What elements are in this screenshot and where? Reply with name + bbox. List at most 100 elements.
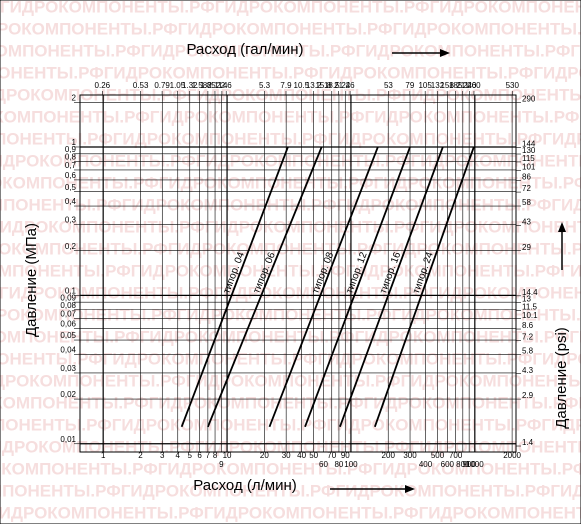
x2-tick-label: 185 <box>449 81 463 90</box>
watermark: ГИДРОКОМПОНЕНТЫ.РФ <box>0 173 159 192</box>
y2-tick-label: 72 <box>522 184 531 193</box>
y-tick-label: 0,1 <box>65 286 77 295</box>
watermark: ГИДРОКОМПОНЕНТЫ.РФ <box>318 349 533 368</box>
x2-tick-label: 21 <box>334 81 343 90</box>
watermark: ГИДРОКОМПОНЕНТЫ.РФ <box>551 195 581 214</box>
watermark: ГИДРОКОМПОНЕНТЫ.РФ <box>542 129 581 148</box>
watermark: ГИДРОКОМПОНЕНТЫ.РФ <box>158 459 373 478</box>
x-tick-label: 80 <box>334 460 343 469</box>
y2-tick-label: 43 <box>522 217 531 226</box>
watermark: ГИДРОКОМПОНЕНТЫ.РФ <box>550 481 581 500</box>
y-tick-label: 0,01 <box>60 435 76 444</box>
watermark: ГИДРОКОМПОНЕНТЫ.РФ <box>541 415 581 434</box>
y2-tick-label: 10.1 <box>522 311 538 320</box>
watermark: ГИДРОКОМПОНЕНТЫ.РФ <box>374 173 581 192</box>
x-tick-label: 800 <box>456 460 470 469</box>
x2-tick-label: 1.32 <box>182 81 198 90</box>
plot-area <box>79 94 517 453</box>
watermark: ГИДРОКОМПОНЕНТЫ.РФ <box>419 503 581 522</box>
watermark: ГИДРОКОМПОНЕНТЫ.РФ <box>159 173 374 192</box>
watermark: ГИДРОКОМПОНЕНТЫ.РФ <box>0 349 103 368</box>
watermark: ГИДРОКОМПОНЕНТЫ.РФ <box>570 41 581 60</box>
x-tick-label: 8 <box>213 451 218 460</box>
watermark: ГИДРОКОМПОНЕНТЫ.РФ <box>0 459 158 478</box>
x2-tick-label: 2.4 <box>216 81 228 90</box>
x2-tick-label: 158 <box>440 81 454 90</box>
watermark: ГИДРОКОМПОНЕНТЫ.РФ <box>186 371 401 390</box>
watermark: ГИДРОКОМПОНЕНТЫ.РФ <box>393 19 581 38</box>
watermark: ГИДРОКОМПОНЕНТЫ.РФ <box>149 393 364 412</box>
watermark: ГИДРОКОМПОНЕНТЫ.РФ <box>0 217 205 236</box>
x-tick-label: 7 <box>206 451 211 460</box>
watermark: ГИДРОКОМПОНЕНТЫ.РФ <box>373 459 581 478</box>
watermark: ГИДРОКОМПОНЕНТЫ.РФ <box>356 41 571 60</box>
x2-tick-label: 15.8 <box>315 81 331 90</box>
y2-tick-label: 290 <box>522 94 536 103</box>
x2-tick-label: 7.9 <box>280 81 292 90</box>
x-tick-label: 500 <box>431 451 445 460</box>
y2-tick-label: 29 <box>522 243 531 252</box>
y2-axis-title: Давление (psi) <box>553 327 570 429</box>
watermark: ГИДРОКОМПОНЕНТЫ.РФ <box>122 195 337 214</box>
x2-tick-label: 53 <box>384 81 393 90</box>
x-tick-label: 20 <box>260 451 269 460</box>
y-tick-label: 0,03 <box>60 364 76 373</box>
x-tick-label: 200 <box>382 451 396 460</box>
y-tick-label: 0,08 <box>60 301 76 310</box>
watermark: ГИДРОКОМПОНЕНТЫ.РФ <box>0 63 104 82</box>
x2-axis-title: Расход (гал/мин) <box>187 41 304 58</box>
watermark: ГИДРОКОМПОНЕНТЫ.РФ <box>0 371 186 390</box>
x2-tick-label: 24 <box>341 81 350 90</box>
y-tick-label: 0,07 <box>60 309 76 318</box>
x-tick-label: 100 <box>344 460 358 469</box>
watermark: ГИДРОКОМПОНЕНТЫ.РФ <box>336 481 551 500</box>
watermark: ГИДРОКОМПОНЕНТЫ.РФ <box>327 415 542 434</box>
y-tick-label: 0,6 <box>65 171 77 180</box>
y2-tick-label: 86 <box>522 173 531 182</box>
x2-tick-label: 1.58 <box>192 81 208 90</box>
x-tick-label: 2 <box>138 451 143 460</box>
y2-tick-label: 5.8 <box>522 347 534 356</box>
watermark: ГИДРОКОМПОНЕНТЫ.РФ <box>141 41 356 60</box>
watermark: ГИДРОКОМПОНЕНТЫ.РФ <box>140 327 355 346</box>
watermark: ГИДРОКОМПОНЕНТЫ.РФ <box>104 63 319 82</box>
watermark: ГИДРОКОМПОНЕНТЫ.РФ <box>430 0 581 16</box>
watermark: ГИДРОКОМПОНЕНТЫ.РФ <box>383 239 581 258</box>
x-tick-label: 3 <box>160 451 165 460</box>
series-line <box>268 146 379 428</box>
y-tick-label: 0,7 <box>65 161 77 170</box>
watermark: ГИДРОКОМПОНЕНТЫ.РФ <box>0 195 122 214</box>
y2-tick-label: 1.4 <box>522 438 534 447</box>
y2-tick-label: 2.9 <box>522 391 534 400</box>
watermark: ГИДРОКОМПОНЕНТЫ.РФ <box>365 107 580 126</box>
arrow-head <box>405 485 415 493</box>
x-tick-label: 700 <box>449 451 463 460</box>
x2-tick-label: 5.3 <box>259 81 271 90</box>
watermark: ГИДРОКОМПОНЕНТЫ.РФ <box>355 327 570 346</box>
watermark: ГИДРОКОМПОНЕНТЫ.РФ <box>0 41 141 60</box>
y-axis-title: Давление (МПа) <box>23 223 40 337</box>
watermark: ГИДРОКОМПОНЕНТЫ.РФ <box>121 481 336 500</box>
watermark: ГИДРОКОМПОНЕНТЫ.РФ <box>579 107 581 126</box>
x2-tick-label: 132 <box>431 81 445 90</box>
watermark: ГИДРОКОМПОНЕНТЫ.РФ <box>0 107 150 126</box>
y-tick-label: 0,04 <box>60 346 76 355</box>
x-axis-title: Расход (л/мин) <box>193 477 297 494</box>
watermark: ГИДРОКОМПОНЕНТЫ.РФ <box>0 151 196 170</box>
series-line <box>339 146 444 428</box>
watermark: ГИДРОКОМПОНЕНТЫ.РФ <box>420 217 581 236</box>
watermark: ГИДРОКОМПОНЕНТЫ.РФ <box>0 239 168 258</box>
watermark: ГИДРОКОМПОНЕНТЫ.РФ <box>0 503 204 522</box>
y-tick-label: 0,2 <box>65 242 77 251</box>
x2-tick-label: 0.26 <box>95 81 111 90</box>
x2-tick-label: 26 <box>346 81 355 90</box>
x2-tick-label: 13.2 <box>306 81 322 90</box>
watermark: ГИДРОКОМПОНЕНТЫ.РФ <box>0 393 149 412</box>
watermark: ГИДРОКОМПОНЕНТЫ.РФ <box>204 503 419 522</box>
x-tick-label: 1000 <box>466 460 484 469</box>
arrow-head <box>558 222 566 232</box>
watermark: ГИДРОКОМПОНЕНТЫ.РФ <box>113 129 328 148</box>
watermark: ГИДРОКОМПОНЕНТЫ.РФ <box>0 437 195 456</box>
x2-tick-label: 79 <box>405 81 414 90</box>
watermark: ГИДРОКОМПОНЕНТЫ.РФ <box>0 129 113 148</box>
